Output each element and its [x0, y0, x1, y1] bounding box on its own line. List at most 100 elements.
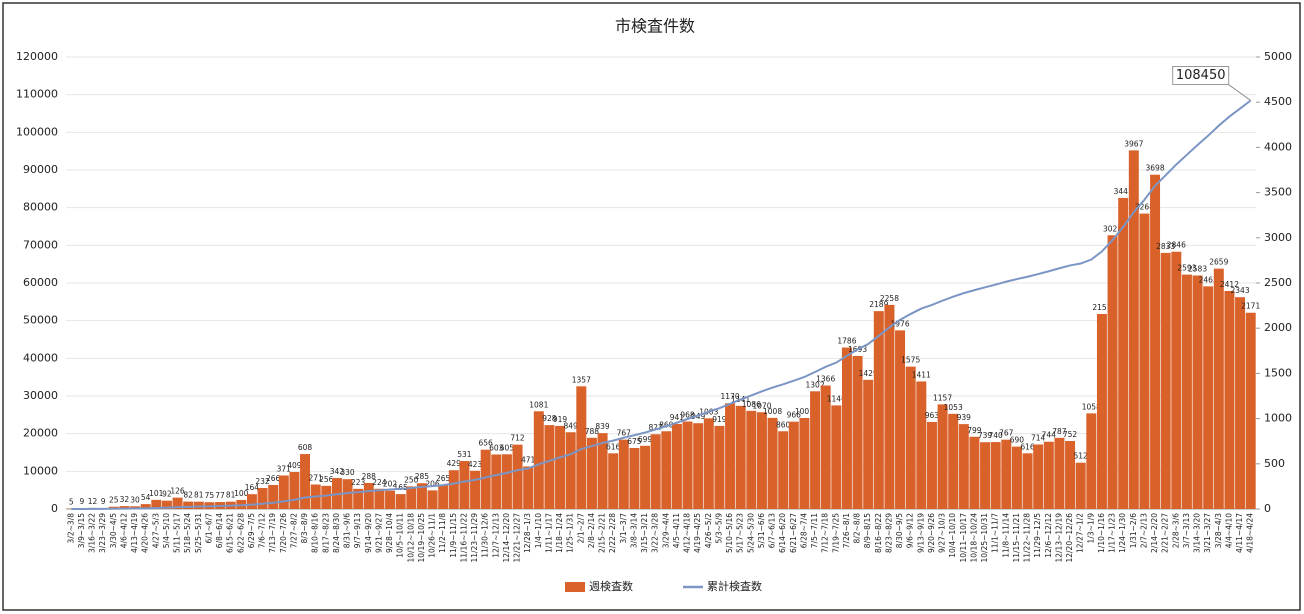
- bar-value-label: 25: [109, 496, 119, 505]
- x-tick-label: 11/22~11/28: [1023, 513, 1032, 563]
- bar: [183, 501, 194, 509]
- bar-value-label: 12: [88, 497, 98, 506]
- bar: [725, 403, 736, 509]
- bar-value-label: 3967: [1124, 139, 1143, 148]
- bar-value-label: 271: [309, 474, 324, 483]
- x-tick-label: 6/28~7/4: [799, 513, 808, 548]
- x-tick-label: 11/15~11/21: [1012, 513, 1021, 563]
- bar-value-label: 949: [691, 412, 706, 421]
- bar-value-label: 2189: [869, 300, 888, 309]
- bar-value-label: 165: [394, 483, 409, 492]
- bar-value-label: 1357: [572, 375, 591, 384]
- x-tick-label: 4/5~4/11: [672, 513, 681, 548]
- bar: [427, 490, 438, 509]
- bar: [533, 411, 544, 509]
- x-tick-label: 1/4~1/10: [534, 513, 543, 548]
- bar: [523, 466, 534, 509]
- y-tick-label: 100000: [16, 125, 58, 138]
- bar-value-label: 968: [680, 410, 695, 419]
- bar: [650, 434, 661, 509]
- bar-value-label: 787: [1052, 427, 1067, 436]
- x-tick-label: 2/1~2/7: [576, 513, 585, 544]
- x-tick-label: 5/31~6/6: [757, 513, 766, 548]
- bar: [1022, 453, 1033, 509]
- bar: [1224, 290, 1235, 509]
- bar-value-label: 675: [627, 437, 642, 446]
- bar-value-label: 423: [468, 460, 483, 469]
- bar: [1065, 441, 1076, 509]
- last-value-label: 108450: [1176, 68, 1226, 83]
- bar-value-label: 919: [712, 415, 727, 424]
- bar-value-label: 714: [1031, 433, 1046, 442]
- bar-value-label: 839: [595, 422, 610, 431]
- bar: [1171, 251, 1182, 509]
- bar-value-label: 75: [205, 491, 215, 500]
- bar: [1001, 439, 1012, 509]
- bar: [278, 475, 289, 509]
- bar-value-label: 100: [234, 489, 249, 498]
- chart-title: 市検査件数: [615, 17, 695, 36]
- bar-value-label: 330: [340, 468, 355, 477]
- x-tick-label: 9/14~9/20: [364, 513, 373, 553]
- x-tick-label: 5/3~5/9: [714, 513, 723, 544]
- x-tick-label: 11/8~11/14: [1001, 513, 1010, 558]
- bar-value-label: 32: [120, 495, 130, 504]
- x-tick-label: 6/15~6/21: [226, 513, 235, 553]
- x-tick-label: 7/5~7/11: [810, 513, 819, 548]
- x-tick-label: 8/31~9/6: [343, 513, 352, 548]
- bar: [246, 494, 257, 509]
- x-tick-label: 5/25~5/31: [194, 513, 203, 553]
- x-tick-label: 3/23~3/29: [98, 513, 107, 553]
- x-tick-label: 10/4~10/10: [948, 513, 957, 558]
- bar-value-label: 256: [319, 475, 334, 484]
- bar: [1181, 274, 1192, 509]
- bar: [491, 454, 502, 509]
- x-tick-label: 4/13~4/19: [130, 513, 139, 553]
- bar: [321, 485, 332, 509]
- bar: [512, 444, 523, 509]
- x-tick-label: 4/6~4/12: [119, 513, 128, 548]
- y-tick-label: 110000: [16, 88, 58, 101]
- bar: [948, 413, 959, 509]
- bar-value-label: 1429: [859, 369, 878, 378]
- bar-value-label: 1081: [529, 400, 548, 409]
- x-tick-label: 11/2~11/8: [438, 513, 447, 553]
- bar: [172, 497, 183, 509]
- x-tick-label: 1/24~1/30: [1118, 513, 1127, 553]
- bar: [799, 417, 810, 509]
- bar: [958, 424, 969, 509]
- bar-value-label: 81: [194, 491, 204, 500]
- x-tick-label: 9/13~9/19: [916, 513, 925, 553]
- x-tick-label: 2/7~2/13: [1139, 513, 1148, 548]
- x-tick-label: 1/31~2/6: [1129, 513, 1138, 548]
- x-tick-label: 8/30~9/5: [895, 513, 904, 548]
- bar-value-label: 288: [362, 472, 377, 481]
- y2-tick-label: 0: [1264, 502, 1271, 515]
- x-tick-label: 3/28~4/3: [1214, 513, 1223, 548]
- x-tick-label: 4/4~4/10: [1224, 513, 1233, 548]
- bar: [756, 412, 767, 509]
- x-tick-label: 6/21~6/27: [789, 513, 798, 553]
- x-tick-label: 10/25~10/31: [980, 513, 989, 563]
- x-tick-label: 7/19~7/25: [831, 513, 840, 553]
- y2-tick-label: 1000: [1264, 412, 1292, 425]
- bar-value-label: 767: [999, 429, 1014, 438]
- legend-label: 週検査数: [589, 579, 633, 593]
- x-tick-label: 2/21~2/27: [1161, 513, 1170, 553]
- bar-value-label: 939: [957, 413, 972, 422]
- bar: [916, 381, 927, 509]
- bar-value-label: 799: [967, 426, 982, 435]
- x-tick-label: 2/8~2/14: [587, 513, 596, 548]
- bar-value-label: 2157: [1092, 303, 1111, 312]
- bar-value-label: 1086: [742, 400, 761, 409]
- x-tick-label: 9/21~9/27: [374, 513, 383, 553]
- bar: [140, 504, 151, 509]
- bar: [1192, 275, 1203, 509]
- bar-value-label: 740: [989, 431, 1004, 440]
- x-tick-label: 1/11~1/17: [544, 513, 553, 553]
- bar-value-label: 3028: [1103, 224, 1122, 233]
- bar-value-label: 9: [80, 497, 85, 506]
- bar-value-label: 941: [670, 413, 685, 422]
- y2-tick-label: 2500: [1264, 276, 1292, 289]
- x-tick-label: 6/8~6/14: [215, 513, 224, 548]
